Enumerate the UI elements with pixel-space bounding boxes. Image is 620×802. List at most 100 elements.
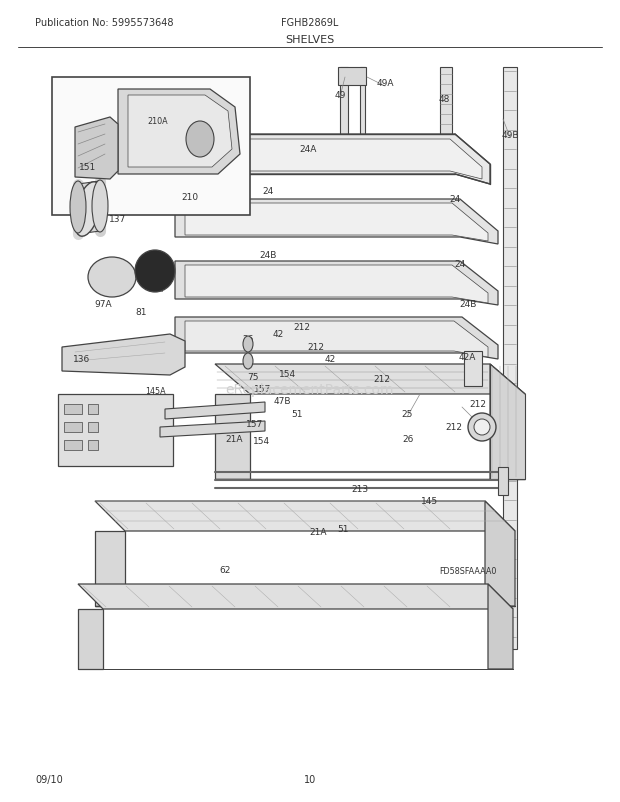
- Bar: [464, 351, 482, 387]
- Ellipse shape: [474, 419, 490, 435]
- Bar: [64, 404, 82, 415]
- Polygon shape: [95, 532, 125, 606]
- Bar: [58, 395, 173, 467]
- Text: 24A: 24A: [299, 145, 317, 154]
- Text: 24B: 24B: [259, 250, 277, 259]
- Polygon shape: [185, 265, 488, 304]
- Bar: [64, 423, 82, 432]
- Bar: [52, 78, 250, 216]
- Bar: [498, 468, 508, 496]
- Text: 25: 25: [401, 410, 413, 419]
- Polygon shape: [490, 365, 525, 480]
- Polygon shape: [215, 365, 525, 395]
- Text: 21A: 21A: [225, 435, 243, 444]
- Text: 49: 49: [334, 91, 346, 99]
- Text: 42: 42: [324, 355, 335, 364]
- Text: 51: 51: [291, 410, 303, 419]
- Text: 154: 154: [254, 437, 270, 446]
- Ellipse shape: [135, 251, 175, 293]
- Text: 10: 10: [304, 774, 316, 784]
- Polygon shape: [78, 585, 513, 610]
- Polygon shape: [78, 182, 100, 235]
- Text: FGHB2869L: FGHB2869L: [281, 18, 339, 28]
- Text: 24: 24: [450, 195, 461, 205]
- Text: 26: 26: [402, 435, 414, 444]
- Text: 81: 81: [111, 267, 123, 276]
- Text: 157: 157: [254, 385, 272, 394]
- Text: 212: 212: [373, 375, 391, 384]
- Text: 157: 157: [246, 420, 264, 429]
- Ellipse shape: [74, 183, 102, 237]
- Polygon shape: [62, 334, 185, 375]
- Text: 210: 210: [182, 193, 198, 202]
- Polygon shape: [118, 90, 240, 175]
- Ellipse shape: [186, 122, 214, 158]
- Text: 145: 145: [422, 497, 438, 506]
- Text: SHELVES: SHELVES: [285, 35, 335, 45]
- Text: 136: 136: [197, 144, 214, 152]
- Text: 42: 42: [272, 330, 283, 339]
- Text: 26: 26: [242, 335, 254, 344]
- Polygon shape: [488, 585, 513, 669]
- Text: 210A: 210A: [148, 117, 168, 127]
- Polygon shape: [485, 501, 515, 606]
- Text: 21A: 21A: [309, 528, 327, 537]
- Polygon shape: [190, 135, 490, 184]
- Polygon shape: [78, 610, 103, 669]
- Text: 213: 213: [352, 485, 368, 494]
- Bar: [88, 440, 98, 451]
- Text: 49A: 49A: [376, 79, 394, 87]
- Text: 24B: 24B: [459, 300, 477, 309]
- Ellipse shape: [468, 414, 496, 441]
- Polygon shape: [128, 96, 232, 168]
- Polygon shape: [490, 365, 525, 480]
- Text: 97: 97: [154, 286, 166, 294]
- Text: 47B: 47B: [273, 397, 291, 406]
- Polygon shape: [200, 140, 482, 180]
- Bar: [338, 68, 366, 86]
- Text: 49B: 49B: [501, 131, 519, 140]
- Polygon shape: [185, 322, 488, 358]
- Text: FD58SFAAAA0: FD58SFAAAA0: [440, 567, 497, 576]
- Polygon shape: [160, 422, 265, 437]
- Bar: [88, 423, 98, 432]
- Ellipse shape: [70, 182, 86, 233]
- Ellipse shape: [88, 257, 136, 298]
- Polygon shape: [175, 261, 498, 306]
- Text: 48: 48: [438, 95, 450, 104]
- Bar: [360, 68, 365, 170]
- Bar: [503, 68, 517, 649]
- Text: eReplacementParts.com: eReplacementParts.com: [226, 383, 394, 396]
- Text: 24: 24: [262, 187, 273, 196]
- Polygon shape: [75, 118, 118, 180]
- Bar: [440, 68, 452, 143]
- Bar: [340, 68, 348, 160]
- Text: 75: 75: [247, 373, 259, 382]
- Text: 09/10: 09/10: [35, 774, 63, 784]
- Polygon shape: [165, 403, 265, 419]
- Text: 81: 81: [135, 308, 147, 317]
- Text: 212: 212: [308, 343, 324, 352]
- Ellipse shape: [243, 354, 253, 370]
- Text: 42A: 42A: [458, 353, 476, 362]
- Polygon shape: [185, 204, 488, 241]
- Text: Publication No: 5995573648: Publication No: 5995573648: [35, 18, 174, 28]
- Text: 51: 51: [337, 525, 348, 534]
- Polygon shape: [175, 318, 498, 359]
- Text: 154: 154: [280, 370, 296, 379]
- Text: 62: 62: [219, 565, 231, 575]
- Text: 212: 212: [446, 423, 463, 432]
- Text: 212: 212: [469, 400, 487, 409]
- Text: 151: 151: [79, 164, 97, 172]
- Text: 136: 136: [73, 355, 91, 364]
- Polygon shape: [175, 200, 498, 245]
- Polygon shape: [95, 501, 515, 532]
- Ellipse shape: [92, 180, 108, 233]
- Bar: [64, 440, 82, 451]
- Polygon shape: [215, 395, 250, 480]
- Text: 24: 24: [454, 260, 466, 269]
- Text: 212: 212: [293, 323, 311, 332]
- Text: 137: 137: [109, 215, 126, 225]
- Text: 97A: 97A: [94, 300, 112, 309]
- Bar: [88, 404, 98, 415]
